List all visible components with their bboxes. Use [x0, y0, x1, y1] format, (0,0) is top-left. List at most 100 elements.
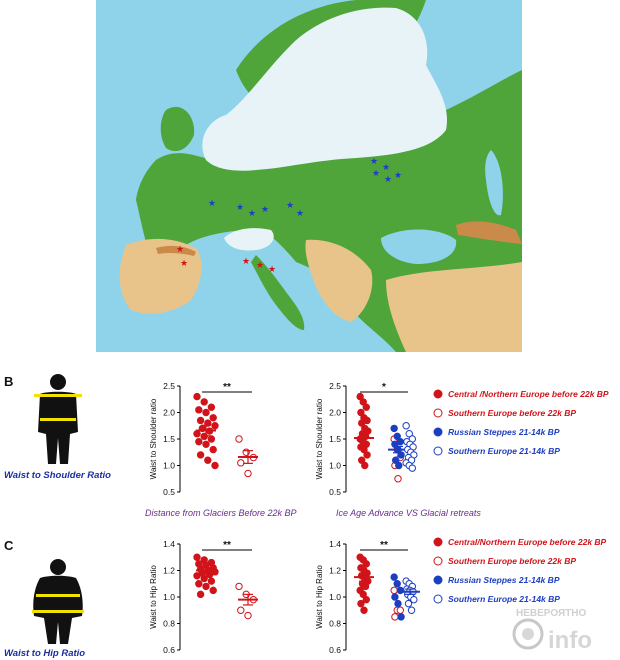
site-star-icon: ★	[261, 204, 269, 214]
pyrenees	[156, 245, 196, 256]
data-point	[405, 430, 413, 438]
legend-marker	[433, 575, 443, 585]
waist-to-shoulder-caption: Waist to Shoulder Ratio	[4, 470, 111, 481]
y-axis-label: Waist to Shoulder ratio	[149, 398, 158, 479]
data-point	[195, 437, 203, 446]
y-tick-label: 1.0	[163, 461, 175, 471]
data-point	[395, 461, 403, 470]
significance-label: **	[380, 540, 388, 551]
site-star-icon: ★	[268, 264, 276, 274]
data-point	[396, 606, 405, 614]
data-point	[359, 398, 367, 406]
data-point	[407, 606, 416, 614]
alpine-ice-cap	[224, 228, 274, 251]
data-point	[390, 586, 398, 595]
y-tick-label: 2.5	[329, 381, 341, 391]
legend-label: Southern Europe 21-14k BP	[448, 446, 560, 456]
data-point	[356, 392, 364, 401]
data-point	[204, 456, 212, 464]
y-tick-label: 1.5	[329, 434, 341, 444]
ice-age-europe-map: ★ ★ ★ ★ ★ ★ ★ ★ ★ ★ ★ ★ ★ ★ ★ ★	[96, 0, 522, 352]
data-point	[362, 595, 371, 604]
data-point	[235, 582, 243, 591]
waist-to-hip-caption: Waist to Hip Ratio	[4, 648, 86, 659]
data-point	[357, 599, 365, 608]
british-isles	[160, 106, 195, 152]
data-point	[207, 577, 216, 585]
data-point	[202, 408, 210, 417]
data-point	[193, 392, 201, 401]
watermark-logo: НЕВЕРОЯТНО info	[512, 608, 592, 654]
y-axis-label: Waist to Hip Ratio	[316, 565, 324, 629]
data-point	[196, 416, 205, 425]
legend-label: Russian Steppes 21-14k BP	[448, 575, 560, 585]
significance-label: **	[223, 382, 231, 393]
legend-label: Southern Europe before 22k BP	[448, 556, 576, 566]
site-star-icon: ★	[236, 202, 244, 212]
y-tick-label: 1.5	[163, 434, 175, 444]
caucasus	[456, 221, 522, 244]
data-point	[404, 599, 413, 608]
data-point	[362, 403, 371, 411]
data-point	[361, 582, 370, 591]
data-point	[391, 456, 400, 464]
data-point	[244, 611, 252, 620]
site-star-icon: ★	[372, 168, 380, 178]
data-point	[408, 464, 417, 472]
data-point	[193, 553, 201, 561]
southern-sites: ★ ★ ★ ★ ★	[176, 244, 276, 274]
site-star-icon: ★	[248, 208, 256, 218]
chart-b-right: 0.5 1.0 1.5 2.0 2.5 Waist to Shoulder ratio *	[316, 381, 418, 497]
legend-b: Central /Northern Europe before 22k BP So…	[433, 389, 609, 456]
data-point	[200, 574, 208, 583]
site-star-icon: ★	[256, 260, 264, 270]
site-star-icon: ★	[208, 198, 216, 208]
data-point	[391, 613, 399, 621]
y-tick-label: 0.6	[163, 645, 175, 655]
watermark-line2: info	[548, 627, 592, 654]
site-star-icon: ★	[286, 200, 294, 210]
black-sea	[381, 229, 457, 264]
chart-b-left: 0.5 1.0 1.5 2.0 2.5 Waist to Shoulder ratio **	[149, 381, 258, 497]
data-point	[359, 590, 367, 599]
legend-marker	[433, 537, 443, 547]
legend-label: Southern Europe 21-14k BP	[448, 594, 560, 604]
y-tick-label: 1.0	[329, 461, 341, 471]
body-silhouette-hip-icon	[32, 559, 84, 644]
balkans	[305, 239, 373, 322]
caspian-sea	[485, 150, 503, 216]
data-point	[209, 414, 217, 422]
data-point	[397, 613, 405, 621]
data-point	[390, 573, 398, 581]
data-point	[357, 456, 366, 464]
legend-label: Russian Steppes 21-14k BP	[448, 427, 560, 437]
central-northern-sites: ★ ★ ★ ★ ★ ★	[208, 198, 304, 218]
y-tick-label: 2.0	[329, 408, 341, 418]
y-tick-label: 2.5	[163, 381, 175, 391]
panel-b-label: B	[4, 374, 14, 389]
y-tick-label: 0.8	[329, 619, 341, 629]
y-tick-label: 1.4	[329, 539, 341, 549]
russian-steppe-sites: ★ ★ ★ ★ ★	[370, 156, 402, 184]
site-star-icon: ★	[242, 256, 250, 266]
legend-marker	[433, 446, 443, 456]
data-point	[393, 580, 401, 588]
data-point	[360, 606, 368, 614]
data-point	[363, 451, 371, 459]
data-point	[402, 422, 410, 430]
legend-label: Southern Europe before 22k BP	[448, 408, 576, 418]
legend-label: Central/Northern Europe before 22k BP	[448, 537, 607, 547]
y-tick-label: 0.5	[163, 487, 175, 497]
data-point	[360, 445, 368, 454]
watermark-line1: НЕВЕРОЯТНО	[516, 608, 586, 619]
data-point	[196, 451, 205, 459]
italian-peninsula	[251, 255, 305, 330]
data-point	[196, 590, 205, 599]
data-point	[391, 593, 399, 601]
data-point	[202, 440, 210, 449]
y-tick-label: 1.2	[163, 566, 175, 576]
legend-label: Central /Northern Europe before 22k BP	[448, 389, 609, 399]
legend-c: Central/Northern Europe before 22k BP Sou…	[433, 537, 607, 604]
data-point	[207, 403, 216, 411]
data-point	[393, 432, 401, 441]
